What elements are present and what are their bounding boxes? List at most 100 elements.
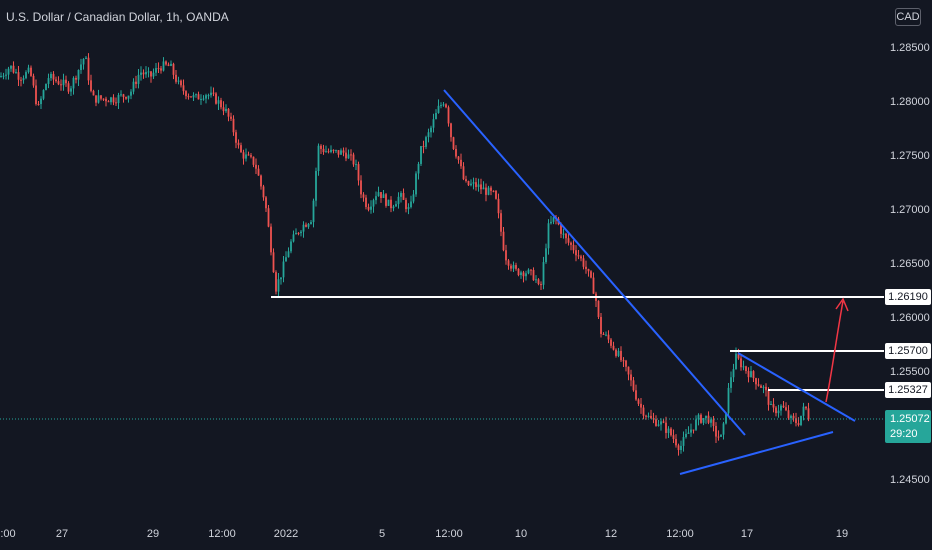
time-tick: 5 (378, 528, 386, 540)
triangle-upper-trendline[interactable] (737, 352, 856, 422)
candle-body (615, 349, 617, 356)
candle-body (165, 61, 167, 65)
candle-body (542, 262, 545, 285)
candle-body (720, 434, 722, 437)
candle-body (42, 90, 45, 99)
candle-body (425, 137, 427, 147)
candle-body (230, 116, 232, 119)
candle-body (757, 384, 760, 386)
candle-body (465, 179, 467, 182)
candle-body (97, 95, 100, 103)
level-label-support[interactable]: 1.26190 (885, 289, 931, 305)
candle-body (792, 415, 795, 419)
currency-button[interactable]: CAD (895, 8, 921, 26)
candle-body (432, 119, 435, 128)
candle-body (317, 145, 320, 171)
candle-body (767, 390, 770, 405)
time-tick: 12:00 (208, 528, 236, 540)
candle-body (405, 199, 407, 210)
level-label-resistance-lower[interactable]: 1.25327 (885, 382, 931, 398)
candle-body (505, 250, 507, 261)
candle-body (195, 94, 197, 96)
candle-body (682, 437, 685, 446)
candle-body (110, 97, 112, 103)
candle-body (52, 73, 55, 80)
candle-body (27, 67, 30, 73)
candle-body (795, 418, 797, 424)
candle-body (640, 403, 642, 408)
candle-body (180, 80, 182, 86)
candle-body (475, 182, 477, 187)
candle-body (87, 57, 90, 81)
downtrend-line-main[interactable] (443, 89, 746, 436)
candle-body (445, 104, 447, 108)
candle-body (652, 418, 655, 420)
candle-body (135, 81, 137, 84)
candle-body (362, 194, 365, 198)
candle-body (650, 415, 652, 419)
candle-body (472, 182, 475, 184)
candle-body (690, 429, 692, 433)
candle-body (692, 429, 695, 431)
triangle-lower-trendline[interactable] (679, 431, 834, 475)
candle-body (10, 65, 12, 69)
candle-body (430, 127, 432, 133)
candle-body (510, 265, 512, 269)
candle-body (727, 387, 730, 413)
chart-title: U.S. Dollar / Canadian Dollar, 1h, OANDA (6, 10, 229, 24)
candle-body (355, 164, 357, 166)
candle-body (565, 233, 567, 239)
candle-body (25, 72, 27, 79)
candle-body (37, 104, 40, 106)
candle-body (657, 424, 660, 426)
candle-body (420, 146, 422, 164)
candle-body (32, 75, 35, 86)
candle-body (702, 418, 705, 423)
candle-body (345, 152, 347, 159)
price-tick: 1.27500 (890, 150, 930, 162)
candle-body (742, 366, 745, 368)
level-label-resistance-upper[interactable]: 1.25700 (885, 343, 931, 359)
candle-body (447, 107, 450, 124)
price-tick: 1.28500 (890, 42, 930, 54)
candle-body (540, 284, 542, 286)
candle-body (532, 270, 535, 281)
candle-body (600, 316, 602, 334)
candle-body (547, 223, 550, 249)
candle-body (625, 360, 627, 367)
candle-body (70, 88, 72, 92)
candle-body (617, 350, 620, 356)
candle-body (550, 221, 552, 224)
candle-body (790, 415, 792, 419)
candle-body (417, 163, 420, 174)
candle-body (2, 75, 5, 77)
candle-body (130, 91, 132, 96)
candle-body (787, 410, 790, 419)
candle-body (57, 81, 60, 85)
candle-body (372, 200, 375, 207)
candle-body (440, 105, 442, 107)
candle-body (802, 406, 805, 416)
candle-body (22, 78, 25, 81)
candle-body (747, 370, 750, 378)
candle-body (680, 445, 682, 451)
candle-body (385, 194, 387, 206)
candle-body (497, 198, 500, 214)
candle-body (295, 232, 297, 235)
candle-body (390, 199, 392, 209)
candle-body (502, 231, 505, 251)
candle-body (392, 206, 395, 209)
candle-body (122, 94, 125, 97)
candle-body (462, 166, 465, 180)
time-tick: 29 (146, 528, 160, 540)
candle-body (215, 93, 217, 104)
candle-body (162, 61, 165, 71)
candle-body (622, 360, 625, 362)
candle-body (202, 98, 205, 100)
candle-body (47, 78, 50, 84)
candle-body (470, 183, 472, 186)
candle-body (137, 74, 140, 84)
candle-body (750, 371, 752, 378)
candle-body (12, 65, 15, 73)
